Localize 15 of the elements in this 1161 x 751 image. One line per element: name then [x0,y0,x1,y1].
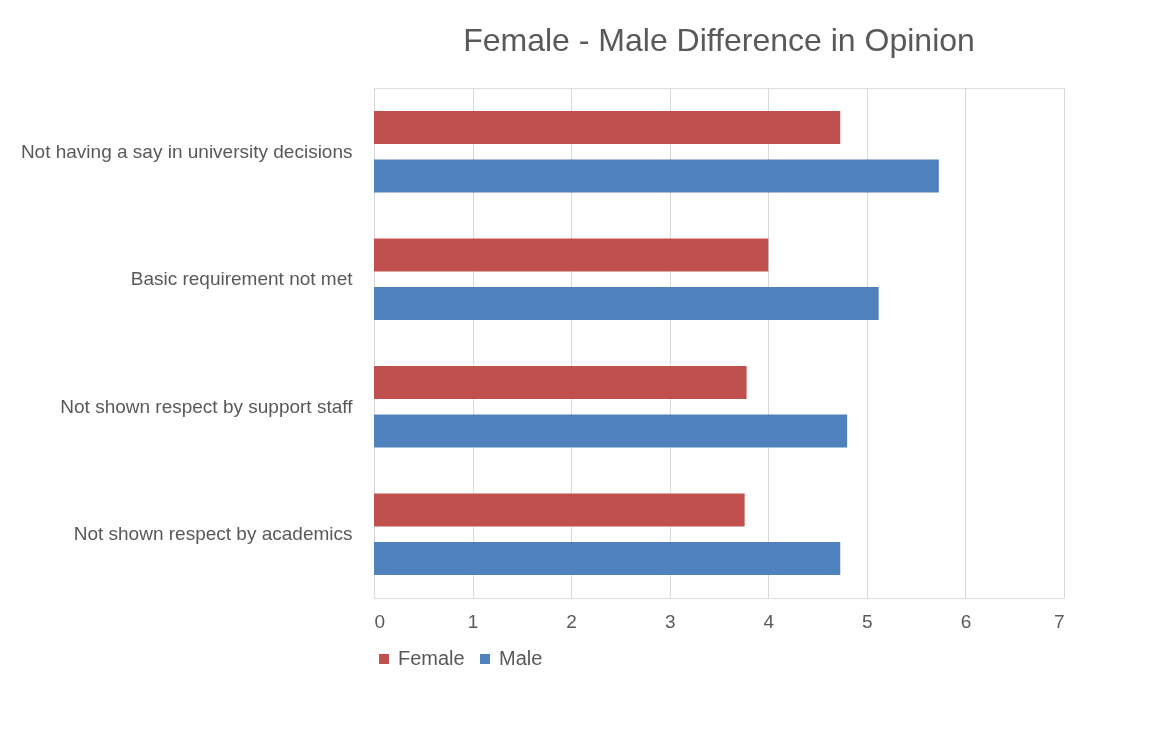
x-tick-label: 1 [467,610,479,632]
x-tick-label: 0 [374,610,386,632]
y-tick-label: Not having a say in university decisions [20,140,353,162]
y-tick-label: Not shown respect by academics [73,523,353,545]
x-tick-label: 5 [862,610,873,632]
x-tick-label: 6 [960,610,972,632]
x-tick-label: 2 [566,610,577,632]
chart-title: Female - Male Difference in Opinion [463,22,975,58]
x-tick-label: 7 [1053,610,1065,632]
y-tick-label: Basic requirement not met [130,268,354,290]
x-tick-label: 3 [664,610,676,632]
legend-label: Female [398,647,465,669]
x-tick-label: 4 [763,610,775,632]
legend-label: Male [499,647,543,669]
y-tick-label: Not shown respect by support staff [60,395,354,417]
